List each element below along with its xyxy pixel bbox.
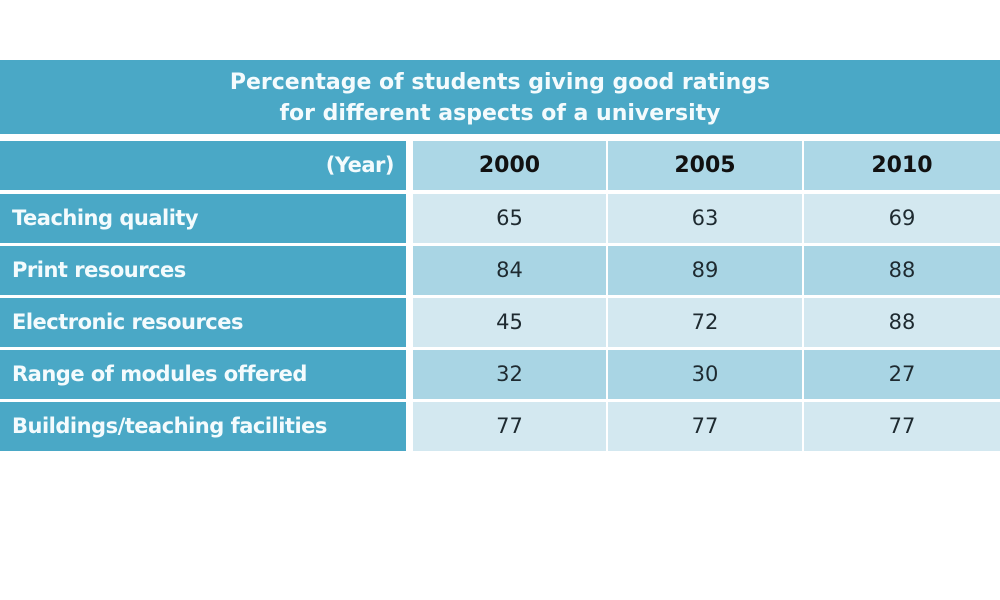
- table-cell: 32: [413, 350, 606, 399]
- row-label: Electronic resources: [0, 298, 406, 347]
- table-title: Percentage of students giving good ratin…: [0, 60, 1000, 134]
- table-cell: 65: [413, 194, 606, 243]
- table-cell: 69: [804, 194, 1000, 243]
- table-cell: 89: [608, 246, 802, 295]
- table-cell: 88: [804, 246, 1000, 295]
- table-cell: 77: [608, 402, 802, 451]
- column-header-2005: 2005: [608, 141, 802, 190]
- table-cell: 63: [608, 194, 802, 243]
- title-line-1: Percentage of students giving good ratin…: [229, 70, 771, 95]
- table-row: Electronic resources 45 72 88: [0, 298, 1000, 347]
- header-row: (Year) 2000 2005 2010: [0, 141, 1000, 190]
- row-label: Buildings/teaching facilities: [0, 402, 406, 451]
- row-label: Range of modules offered: [0, 350, 406, 399]
- table-row: Print resources 84 89 88: [0, 246, 1000, 295]
- table-row: Teaching quality 65 63 69: [0, 194, 1000, 243]
- title-line-2: for different aspects of a university: [279, 101, 721, 126]
- table-cell: 27: [804, 350, 1000, 399]
- table-cell: 77: [413, 402, 606, 451]
- table-cell: 45: [413, 298, 606, 347]
- table-row: Buildings/teaching facilities 77 77 77: [0, 402, 1000, 451]
- table-cell: 77: [804, 402, 1000, 451]
- column-header-2010: 2010: [804, 141, 1000, 190]
- table-cell: 30: [608, 350, 802, 399]
- table-cell: 88: [804, 298, 1000, 347]
- row-label: Print resources: [0, 246, 406, 295]
- row-label: Teaching quality: [0, 194, 406, 243]
- column-header-2000: 2000: [413, 141, 606, 190]
- table-cell: 72: [608, 298, 802, 347]
- table-cell: 84: [413, 246, 606, 295]
- year-label: (Year): [0, 141, 406, 190]
- table-row: Range of modules offered 32 30 27: [0, 350, 1000, 399]
